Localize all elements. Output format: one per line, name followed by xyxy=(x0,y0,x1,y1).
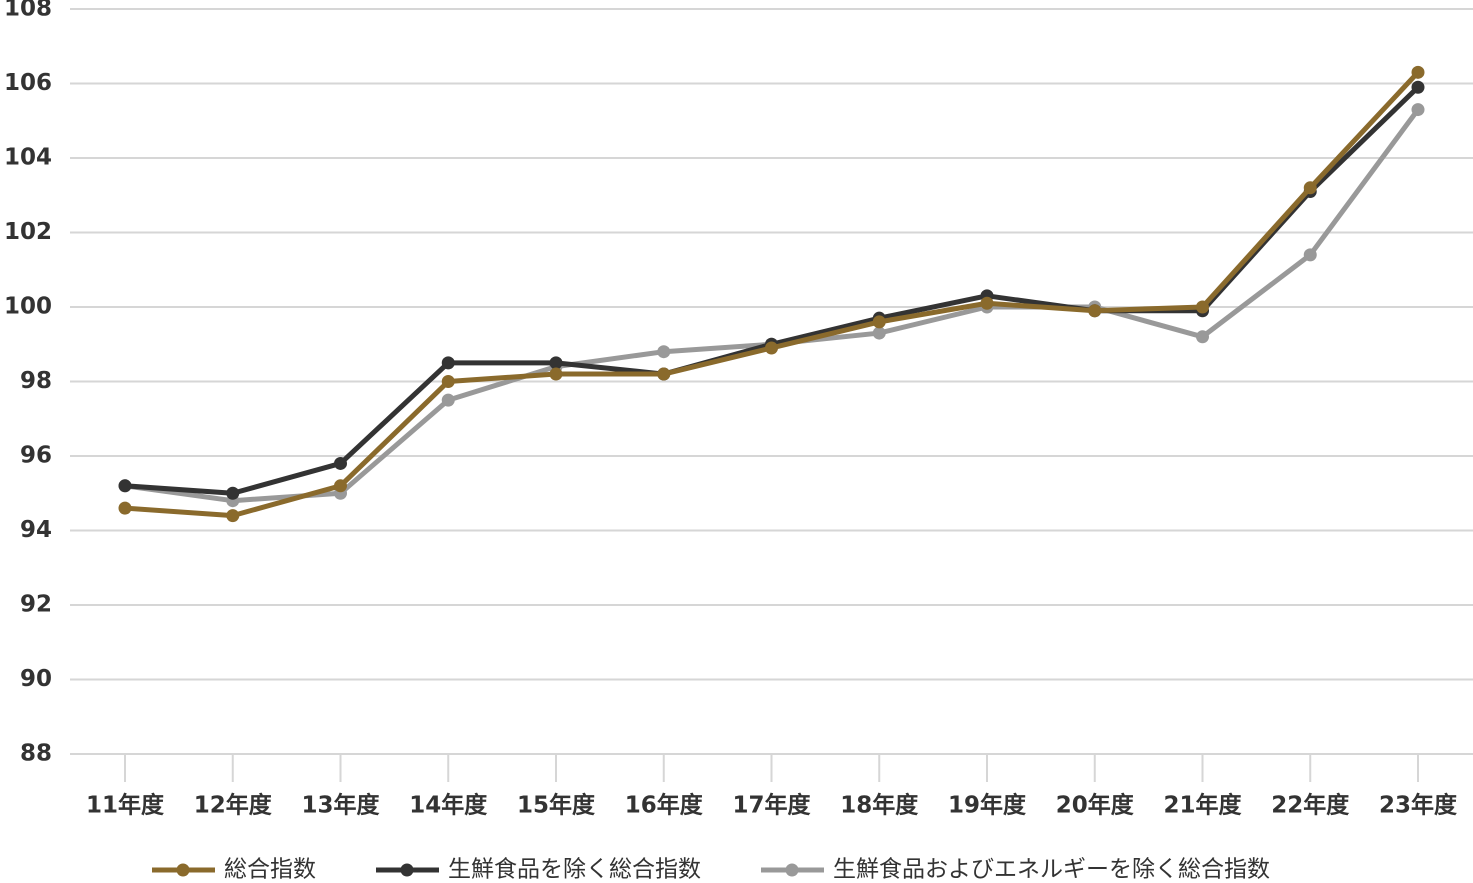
data-point xyxy=(1411,65,1425,79)
x-tick-label: 12年度 xyxy=(194,792,273,819)
data-point xyxy=(549,367,563,381)
data-point xyxy=(441,375,455,388)
legend-marker xyxy=(785,863,799,877)
data-point xyxy=(549,356,563,370)
data-point xyxy=(657,367,671,381)
data-point xyxy=(765,341,778,355)
data-point xyxy=(657,345,671,359)
x-tick-label: 18年度 xyxy=(840,792,919,819)
data-point xyxy=(226,486,240,500)
legend-marker xyxy=(176,863,190,877)
data-point xyxy=(980,296,994,310)
y-tick-label: 100 xyxy=(4,294,52,320)
x-tick-label: 19年度 xyxy=(948,792,1027,819)
x-tick-label: 17年度 xyxy=(732,792,811,819)
data-point xyxy=(441,356,455,370)
data-point xyxy=(1411,80,1425,94)
data-point xyxy=(872,326,886,340)
y-tick-label: 104 xyxy=(4,145,52,171)
y-tick-label: 94 xyxy=(20,517,52,543)
data-point xyxy=(334,479,347,493)
data-point xyxy=(872,315,886,329)
y-tick-label: 108 xyxy=(4,0,52,22)
x-tick-label: 20年度 xyxy=(1056,792,1135,819)
series-line xyxy=(124,70,1420,519)
legend-label: 総合指数 xyxy=(224,857,316,883)
data-point xyxy=(334,456,347,470)
legend-label: 生鮮食品およびエネルギーを除く総合指数 xyxy=(833,857,1270,883)
y-tick-label: 102 xyxy=(4,219,52,245)
x-tick-label: 13年度 xyxy=(301,792,380,819)
x-tick-label: 21年度 xyxy=(1163,792,1242,819)
data-point xyxy=(1196,300,1209,314)
data-point xyxy=(118,501,132,515)
y-tick-label: 96 xyxy=(20,443,52,469)
data-point xyxy=(118,479,132,493)
data-point xyxy=(1088,304,1102,318)
series-line xyxy=(124,108,1421,504)
y-tick-label: 98 xyxy=(20,368,52,394)
data-point xyxy=(1196,330,1209,344)
data-point xyxy=(226,509,240,523)
data-point xyxy=(1411,103,1425,117)
x-tick-label: 15年度 xyxy=(517,792,596,819)
x-tick-label: 22年度 xyxy=(1271,792,1350,819)
y-tick-label: 88 xyxy=(20,741,52,767)
series-line xyxy=(124,85,1420,496)
data-point xyxy=(1303,248,1317,262)
data-point xyxy=(441,393,455,407)
legend-marker xyxy=(400,863,414,877)
x-tick-label: 16年度 xyxy=(625,792,704,819)
x-tick-label: 23年度 xyxy=(1379,792,1458,819)
y-tick-label: 106 xyxy=(4,70,52,96)
y-tick-label: 92 xyxy=(20,592,52,618)
x-tick-label: 11年度 xyxy=(86,792,165,819)
y-tick-label: 90 xyxy=(20,666,52,692)
x-tick-label: 14年度 xyxy=(409,792,488,819)
data-point xyxy=(1303,181,1317,195)
legend-label: 生鮮食品を除く総合指数 xyxy=(448,857,701,883)
